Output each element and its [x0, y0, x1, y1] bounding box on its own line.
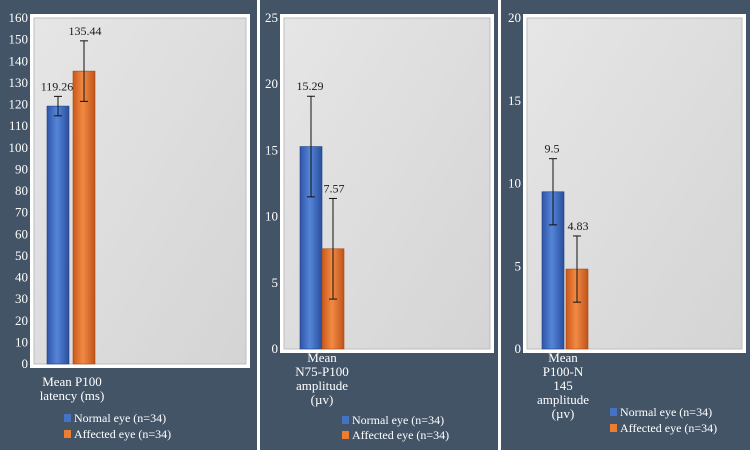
y-tick-label: 10 — [15, 334, 28, 349]
legend-entry: Normal eye (n=34) — [620, 405, 712, 419]
bar-affected-eye — [72, 70, 96, 365]
x-category-label: (µv) — [552, 406, 575, 421]
x-category-label: Mean — [307, 350, 337, 365]
y-tick-label: 10 — [508, 176, 521, 191]
x-category-label: (µv) — [311, 392, 334, 407]
y-tick-label: 15 — [508, 93, 521, 108]
x-category-label: Mean P100 — [42, 374, 102, 389]
y-tick-label: 40 — [15, 270, 28, 285]
legend-entry: Affected eye (n=34) — [352, 428, 449, 442]
x-category-label: latency (ms) — [40, 388, 105, 403]
y-tick-label: 15 — [265, 142, 278, 157]
y-tick-label: 70 — [15, 205, 28, 220]
legend-swatch — [342, 416, 349, 424]
x-category-label: 145 — [553, 378, 573, 393]
plot-area — [33, 17, 247, 365]
legend-swatch — [610, 424, 617, 432]
y-tick-label: 5 — [272, 275, 279, 290]
y-tick-label: 0 — [515, 341, 522, 356]
y-tick-label: 20 — [508, 10, 521, 25]
y-tick-label: 10 — [265, 209, 278, 224]
x-category-label: Mean — [548, 350, 578, 365]
y-tick-label: 20 — [265, 76, 278, 91]
y-tick-label: 100 — [9, 140, 29, 155]
legend-entry: Normal eye (n=34) — [352, 413, 444, 427]
y-tick-label: 20 — [15, 313, 28, 328]
y-tick-label: 130 — [9, 75, 29, 90]
y-tick-label: 50 — [15, 248, 28, 263]
data-label: 7.57 — [324, 181, 345, 195]
y-tick-label: 30 — [15, 291, 28, 306]
data-label: 9.5 — [545, 142, 560, 156]
x-category-label: amplitude — [296, 378, 348, 393]
legend-swatch — [64, 414, 71, 422]
legend-swatch — [610, 408, 617, 416]
data-label: 119.26 — [41, 79, 74, 93]
y-tick-label: 140 — [9, 53, 29, 68]
legend-entry: Normal eye (n=34) — [74, 411, 166, 425]
legend-swatch — [64, 430, 71, 438]
y-tick-label: 80 — [15, 183, 28, 198]
y-tick-label: 5 — [515, 258, 522, 273]
data-label: 4.83 — [568, 219, 589, 233]
x-category-label: P100-N — [543, 364, 584, 379]
legend-entry: Affected eye (n=34) — [74, 427, 171, 441]
legend-entry: Affected eye (n=34) — [620, 421, 717, 435]
y-tick-label: 0 — [22, 356, 29, 371]
y-tick-label: 25 — [265, 10, 278, 25]
chart-panel-3: 0 5 10 15 20 9.5 4.83 MeanP100-N145amplitude(µv… — [501, 0, 750, 450]
legend-swatch — [342, 431, 349, 439]
x-category-label: amplitude — [537, 392, 589, 407]
y-tick-label: 0 — [272, 341, 279, 356]
y-tick-label: 90 — [15, 161, 28, 176]
chart-panel-1: 0 10 20 30 40 50 60 70 80 90 100 110 120 130 140 150 160… — [0, 0, 257, 450]
bar-normal-eye — [46, 105, 70, 365]
y-tick-label: 160 — [9, 10, 29, 25]
y-tick-label: 110 — [9, 118, 28, 133]
x-category-label: N75-P100 — [295, 364, 348, 379]
data-label: 15.29 — [297, 79, 324, 93]
chart-panel-2: 0 5 10 15 20 25 15.29 7.57 MeanN75-P100amplitude… — [260, 0, 498, 450]
data-label: 135.44 — [69, 24, 102, 38]
y-tick-label: 150 — [9, 32, 29, 47]
y-tick-label: 120 — [9, 97, 29, 112]
y-tick-label: 60 — [15, 226, 28, 241]
